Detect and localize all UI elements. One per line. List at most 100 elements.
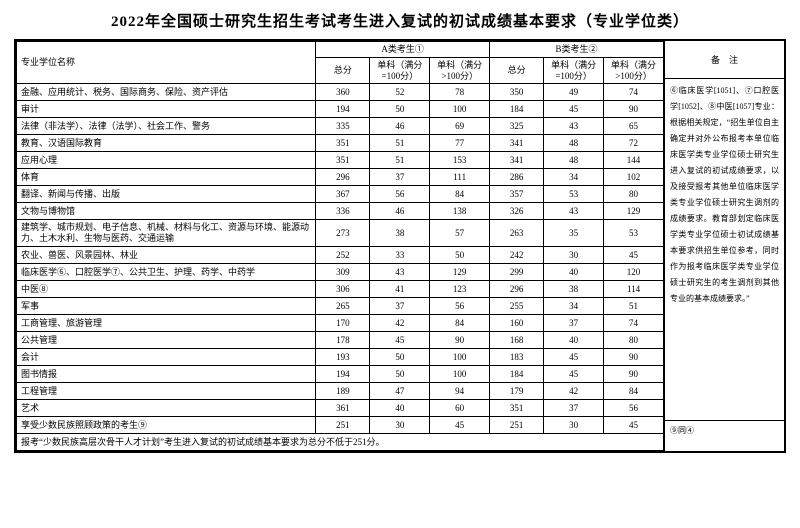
score-cell: 263 (490, 220, 544, 247)
row-name: 艺术 (17, 399, 316, 416)
score-cell: 48 (544, 152, 604, 169)
score-cell: 69 (430, 118, 490, 135)
row-name: 中医⑧ (17, 280, 316, 297)
remarks-header: 备 注 (665, 41, 784, 79)
score-cell: 309 (316, 263, 370, 280)
score-cell: 37 (370, 297, 430, 314)
row-name: 应用心理 (17, 152, 316, 169)
table-row: 公共管理17845901684080 (17, 331, 664, 348)
score-cell: 77 (430, 135, 490, 152)
table-row: 翻译、新闻与传播、出版36756843575380 (17, 186, 664, 203)
score-cell: 84 (430, 186, 490, 203)
score-cell: 37 (370, 169, 430, 186)
score-cell: 37 (544, 399, 604, 416)
score-cell: 184 (490, 365, 544, 382)
row-name: 翻译、新闻与传播、出版 (17, 186, 316, 203)
score-cell: 273 (316, 220, 370, 247)
row-name: 文物与博物馆 (17, 203, 316, 220)
table-row: 金融、应用统计、税务、国际商务、保险、资产评估36052783504974 (17, 84, 664, 101)
score-cell: 129 (430, 263, 490, 280)
score-cell: 60 (430, 399, 490, 416)
col-group-a: A类考生① (316, 42, 490, 58)
col-name: 专业学位名称 (17, 42, 316, 84)
footnote-text: 报考“少数民族高层次骨干人才计划”考生进入复试的初试成绩基本要求为总分不低于25… (17, 433, 664, 450)
score-table: 专业学位名称 A类考生① B类考生② 总分 单科（满分=100分） 单科（满分>… (16, 41, 664, 451)
footnote-row: 报考“少数民族高层次骨干人才计划”考生进入复试的初试成绩基本要求为总分不低于25… (17, 433, 664, 450)
score-cell: 45 (544, 348, 604, 365)
score-cell: 265 (316, 297, 370, 314)
row-name: 教育、汉语国际教育 (17, 135, 316, 152)
score-cell: 30 (370, 416, 430, 433)
score-cell: 170 (316, 314, 370, 331)
score-cell: 50 (370, 348, 430, 365)
score-cell: 52 (370, 84, 430, 101)
score-cell: 41 (370, 280, 430, 297)
row-name: 体育 (17, 169, 316, 186)
score-cell: 30 (544, 416, 604, 433)
table-row: 中医⑧3064112329638114 (17, 280, 664, 297)
table-row: 建筑学、城市规划、电子信息、机械、材料与化工、资源与环境、能源动力、土木水利、生… (17, 220, 664, 247)
table-row: 艺术36140603513756 (17, 399, 664, 416)
score-cell: 30 (544, 246, 604, 263)
score-cell: 306 (316, 280, 370, 297)
score-cell: 100 (430, 365, 490, 382)
score-cell: 42 (370, 314, 430, 331)
score-cell: 336 (316, 203, 370, 220)
score-cell: 56 (430, 297, 490, 314)
score-cell: 160 (490, 314, 544, 331)
score-cell: 341 (490, 135, 544, 152)
table-row: 图书情报194501001844590 (17, 365, 664, 382)
table-row: 审计194501001844590 (17, 101, 664, 118)
score-cell: 47 (370, 382, 430, 399)
score-cell: 48 (544, 135, 604, 152)
score-cell: 242 (490, 246, 544, 263)
table-row: 体育2963711128634102 (17, 169, 664, 186)
table-row: 法律（非法学）、法律（法学）、社会工作、警务33546693254365 (17, 118, 664, 135)
col-a-s100: 单科（满分=100分） (370, 57, 430, 84)
score-cell: 123 (430, 280, 490, 297)
score-cell: 194 (316, 365, 370, 382)
score-cell: 100 (430, 348, 490, 365)
row-name: 农业、兽医、风景园林、林业 (17, 246, 316, 263)
score-cell: 335 (316, 118, 370, 135)
score-cell: 90 (604, 101, 664, 118)
table-wrapper: 专业学位名称 A类考生① B类考生② 总分 单科（满分=100分） 单科（满分>… (14, 39, 786, 453)
score-cell: 111 (430, 169, 490, 186)
col-a-sgt100: 单科（满分>100分） (430, 57, 490, 84)
score-cell: 360 (316, 84, 370, 101)
score-cell: 351 (316, 135, 370, 152)
row-name: 法律（非法学）、法律（法学）、社会工作、警务 (17, 118, 316, 135)
score-cell: 40 (370, 399, 430, 416)
remarks-column: 备 注 ⑥临床医学[1051]、⑦口腔医学[1052]、⑧中医[1057]专业：… (664, 41, 784, 451)
score-cell: 50 (430, 246, 490, 263)
page-title: 2022年全国硕士研究生招生考试考生进入复试的初试成绩基本要求（专业学位类） (14, 10, 786, 31)
score-cell: 326 (490, 203, 544, 220)
score-cell: 325 (490, 118, 544, 135)
score-cell: 45 (544, 365, 604, 382)
score-cell: 367 (316, 186, 370, 203)
score-cell: 40 (544, 263, 604, 280)
remarks-body: ⑥临床医学[1051]、⑦口腔医学[1052]、⑧中医[1057]专业：根据相关… (665, 79, 784, 421)
score-cell: 38 (544, 280, 604, 297)
row-name: 图书情报 (17, 365, 316, 382)
score-cell: 56 (370, 186, 430, 203)
score-cell: 90 (604, 365, 664, 382)
score-cell: 74 (604, 84, 664, 101)
score-cell: 51 (370, 135, 430, 152)
score-cell: 45 (370, 331, 430, 348)
score-cell: 168 (490, 331, 544, 348)
table-row: 工程管理18947941794284 (17, 382, 664, 399)
table-row: 工商管理、旅游管理17042841603774 (17, 314, 664, 331)
score-cell: 286 (490, 169, 544, 186)
score-cell: 351 (316, 152, 370, 169)
score-cell: 46 (370, 203, 430, 220)
score-cell: 50 (370, 101, 430, 118)
score-cell: 72 (604, 135, 664, 152)
score-cell: 34 (544, 297, 604, 314)
score-cell: 351 (490, 399, 544, 416)
score-cell: 42 (544, 382, 604, 399)
score-cell: 129 (604, 203, 664, 220)
score-cell: 193 (316, 348, 370, 365)
score-cell: 51 (370, 152, 430, 169)
score-cell: 90 (430, 331, 490, 348)
